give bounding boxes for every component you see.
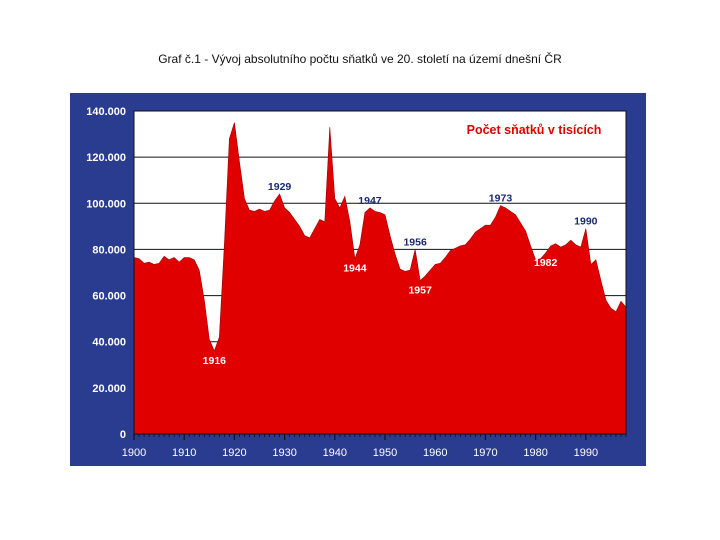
annotation-1990: 1990 <box>574 216 598 228</box>
annotation-1957: 1957 <box>408 285 432 297</box>
y-axis: 0 20.000 40.000 60.000 80.000 100.000 120.000 1… <box>86 106 126 441</box>
x-tick-label: 1960 <box>423 447 447 459</box>
x-tick-label: 1900 <box>122 447 146 459</box>
annotation-1939: 1939 <box>318 114 342 126</box>
y-tick-label: 0 <box>120 429 126 441</box>
x-tick-label: 1940 <box>323 447 347 459</box>
year-annotations: 1920 1939 1929 1947 1956 1973 1990 1916 1944 1957… <box>203 110 598 367</box>
chart-frame: 0 20.000 40.000 60.000 80.000 100.000 120.000 1… <box>70 93 646 466</box>
x-axis: 1900 1910 1920 1930 1940 1950 1960 1970 1980 1990 <box>122 434 627 459</box>
annotation-1920: 1920 <box>223 110 247 122</box>
y-tick-label: 60.000 <box>92 291 126 303</box>
x-tick-label: 1950 <box>373 447 397 459</box>
x-tick-label: 1990 <box>574 447 598 459</box>
annotation-1944: 1944 <box>343 263 367 275</box>
annotation-1973: 1973 <box>489 193 513 205</box>
x-tick-label: 1930 <box>272 447 296 459</box>
annotation-1982: 1982 <box>534 257 558 269</box>
legend-title: Počet sňatků v tisících <box>467 123 602 137</box>
y-tick-label: 20.000 <box>92 383 126 395</box>
y-tick-label: 80.000 <box>92 244 126 256</box>
x-tick-label: 1980 <box>523 447 547 459</box>
annotation-1956: 1956 <box>403 236 427 248</box>
x-tick-label: 1970 <box>473 447 497 459</box>
annotation-1929: 1929 <box>268 181 292 193</box>
x-tick-label: 1920 <box>222 447 246 459</box>
y-tick-label: 100.000 <box>86 198 126 210</box>
marriages-area <box>133 122 627 435</box>
annotation-1947: 1947 <box>358 195 382 207</box>
x-tick-label: 1910 <box>172 447 196 459</box>
plot-border <box>133 110 627 435</box>
annotation-1916: 1916 <box>203 355 227 367</box>
y-tick-label: 120.000 <box>86 152 126 164</box>
marriages-area-chart: 0 20.000 40.000 60.000 80.000 100.000 120.000 1… <box>70 93 646 466</box>
y-tick-label: 40.000 <box>92 337 126 349</box>
y-tick-label: 140.000 <box>86 106 126 118</box>
page-title: Graf č.1 - Vývoj absolutního počtu sňatk… <box>158 52 562 66</box>
